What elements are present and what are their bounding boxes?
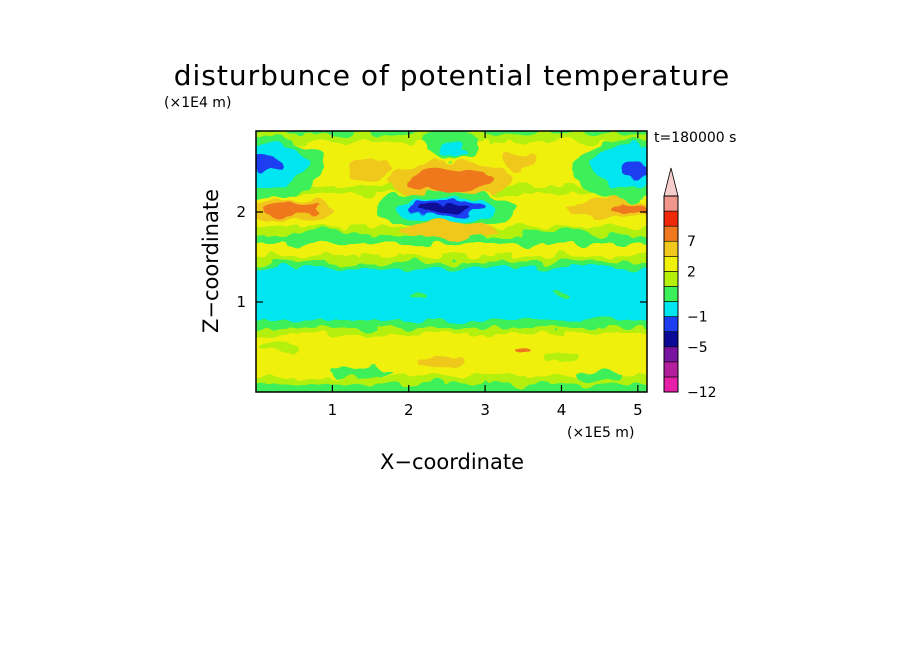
colorbar-swatch [663,286,679,302]
colorbar-swatch [663,225,679,242]
x-tick-label: 1 [328,401,338,419]
x-tick-label: 5 [633,401,643,419]
colorbar-swatch [663,316,679,332]
colorbar-tick-label: 7 [687,234,696,250]
colorbar-swatch [663,195,679,212]
colorbar-swatch [663,301,679,317]
heatmap-field [256,131,647,392]
colorbar-swatch [663,256,679,272]
colorbar-tick-label: −1 [687,310,708,326]
x-tick-label: 4 [557,401,567,419]
colorbar-swatch [663,331,679,348]
x-tick-label: 3 [480,401,490,419]
colorbar-extend-arrow [663,167,679,197]
colorbar-swatch [663,376,679,393]
y-axis: 12 [236,203,647,311]
x-unit-label: (×1E5 m) [567,425,634,441]
x-axis: 1 2 3 4 5 [328,131,643,419]
x-tick-label: 2 [404,401,414,419]
colorbar-tick-label: −12 [687,385,717,401]
y-unit-label: (×1E4 m) [164,95,231,111]
colorbar-swatch [663,210,679,227]
plot-frame [255,130,648,393]
time-label: t=180000 s [654,130,736,146]
colorbar-tick-label: 2 [687,264,696,280]
chart-title: disturbunce of potential temperature [174,59,731,92]
y-tick-label: 1 [236,293,246,311]
colorbar: 7 2 −1 −5 −12 [663,167,717,401]
colorbar-tick-label: −5 [687,340,708,356]
colorbar-swatch [663,361,679,378]
x-axis-label: X−coordinate [380,450,524,474]
colorbar-swatch [663,271,679,287]
colorbar-swatch [663,346,679,363]
colorbar-frame [663,195,679,393]
y-axis-label: Z−coordinate [199,189,223,333]
colorbar-swatch [663,240,679,257]
y-tick-label: 2 [236,203,246,221]
